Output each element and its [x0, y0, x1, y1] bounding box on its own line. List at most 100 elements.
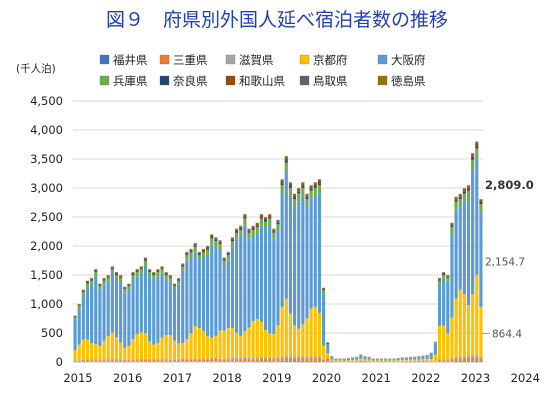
bar-segment [239, 229, 243, 237]
bar-segment [201, 251, 206, 253]
bar-segment [206, 248, 210, 250]
bar-segment [292, 360, 297, 362]
bar-segment [288, 182, 292, 183]
bar-segment [197, 254, 201, 256]
bar-segment [313, 185, 317, 188]
bar-segment [85, 283, 90, 287]
bar-segment [326, 358, 330, 361]
bar-segment [400, 361, 404, 362]
legend-swatch [377, 54, 388, 65]
bar-segment [114, 359, 119, 361]
bar-segment [90, 360, 94, 362]
bar-segment [235, 232, 239, 239]
bar-segment [102, 359, 106, 361]
bar-segment [119, 360, 123, 362]
bar-segment [301, 356, 305, 359]
bar-segment [268, 214, 272, 216]
bar-segment [201, 359, 206, 362]
bar-segment [264, 357, 268, 360]
bar-segment [292, 195, 297, 198]
bar-segment [317, 179, 321, 181]
bar-segment [317, 180, 321, 184]
bar-segment [210, 234, 214, 236]
bar-segment [123, 360, 127, 362]
bar-segment [218, 330, 222, 359]
bar-segment [363, 357, 367, 360]
bar-segment [297, 356, 301, 359]
bar-segment [292, 197, 297, 200]
bar-segment [288, 360, 292, 362]
bar-segment [471, 169, 475, 295]
bar-segment [193, 359, 197, 362]
bar-segment [321, 293, 326, 346]
bar-segment [214, 241, 218, 247]
bar-segment [185, 339, 189, 359]
bar-segment [168, 360, 172, 362]
bar-segment [301, 185, 305, 188]
bar-segment [437, 284, 442, 326]
bar-segment [466, 356, 471, 359]
bar-segment [168, 359, 172, 361]
bar-segment [81, 359, 85, 361]
bar-segment [77, 308, 81, 345]
bar-segment [197, 255, 201, 261]
bar-segment [284, 357, 288, 361]
bar-segment [272, 229, 276, 230]
bar-segment [172, 359, 177, 361]
bar-segment [305, 199, 309, 207]
bar-segment [152, 273, 156, 275]
bar-segment [255, 224, 259, 226]
legend-swatch [159, 54, 170, 65]
bar-segment [81, 339, 85, 360]
bar-segment [77, 360, 81, 361]
bar-segment [350, 358, 355, 360]
bar-segment [446, 276, 450, 278]
bar-segment [276, 224, 280, 231]
bar-segment [127, 360, 131, 362]
bar-segment [309, 356, 313, 359]
bar-segment [272, 334, 276, 358]
bar-segment [85, 359, 90, 361]
bar-segment [197, 260, 201, 329]
bar-segment [404, 359, 408, 361]
bar-segment [135, 271, 139, 273]
bar-segment [172, 284, 177, 286]
bar-segment [247, 231, 251, 233]
bar-segment [392, 359, 396, 361]
bar-segment [462, 189, 466, 192]
bar-segment [189, 251, 193, 253]
bar-segment [458, 193, 462, 195]
bar-segment [437, 325, 442, 360]
bar-segment [462, 358, 466, 361]
legend-swatch [377, 75, 388, 86]
bar-segment [110, 269, 114, 274]
bar-segment [189, 333, 193, 359]
bar-segment [259, 217, 264, 219]
bar-segment [321, 289, 326, 291]
bar-segment [139, 269, 143, 274]
bar-segment [90, 279, 94, 281]
bar-segment [214, 359, 218, 362]
bar-segment [156, 271, 160, 273]
bar-segment [454, 200, 458, 202]
legend-label: 三重県 [173, 53, 208, 67]
bar-segment [168, 275, 172, 277]
bar-segment [255, 319, 259, 358]
bar-segment [462, 193, 466, 202]
y-tick-label: 3,000 [30, 181, 63, 195]
bar-segment [77, 344, 81, 361]
bar-segment [143, 258, 148, 260]
bar-segment [148, 271, 152, 273]
bar-segment [297, 328, 301, 357]
bar-segment [479, 358, 483, 362]
bar-segment [156, 359, 160, 361]
bar-segment [475, 357, 479, 361]
bar-segment [143, 358, 148, 360]
bar-segment [272, 231, 276, 233]
bar-segment [197, 359, 201, 362]
bar-segment [119, 275, 123, 277]
bar-segment [243, 217, 247, 219]
bar-segment [73, 350, 77, 361]
bar-segment [305, 193, 309, 195]
bar-segment [342, 360, 346, 362]
